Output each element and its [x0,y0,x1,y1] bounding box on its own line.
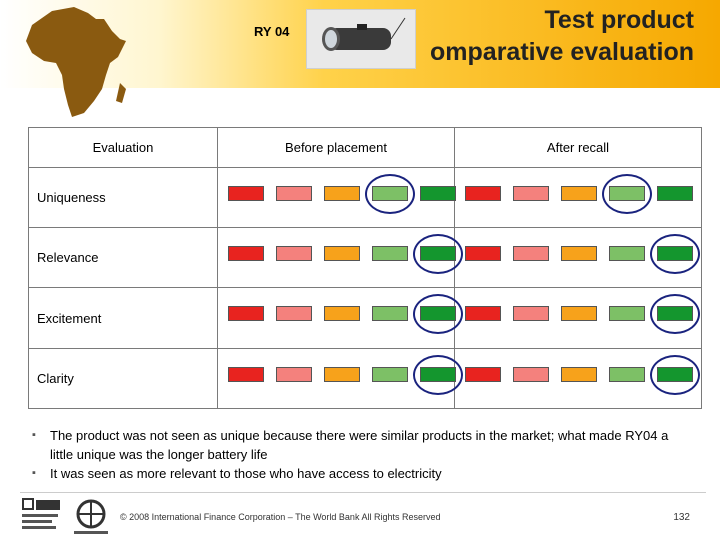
row-label-clarity: Clarity [28,347,218,410]
rating-swatch-light-green [372,246,408,262]
rating-swatch-pink [276,185,312,201]
rating-swatch-red [228,246,264,262]
selected-rating-circle [365,173,415,214]
table-row: Clarity [28,347,702,410]
rating-swatch-light-green [609,306,645,322]
rating-swatch-orange [324,185,360,201]
rating-swatch-red [465,366,501,382]
rating-swatch-light-green [609,246,645,262]
footer-divider [20,492,706,493]
table-row: Uniqueness [28,166,702,229]
rating-swatch-orange [561,185,597,201]
rating-swatch-orange [324,306,360,322]
selected-rating-circle [650,354,700,395]
evaluation-table: Evaluation Before placement After recall… [28,127,702,410]
rating-swatch-dark-green [657,185,693,201]
copyright-text: © 2008 International Finance Corporation… [120,512,441,522]
row-label-excitement: Excitement [28,287,218,349]
rating-swatch-dark-green [420,185,456,201]
page-number: 132 [673,512,690,523]
column-header-after: After recall [454,127,702,168]
slide-title-line1: Test product [544,6,694,34]
rating-swatch-red [228,366,264,382]
flashlight-photo [306,9,416,69]
rating-swatch-orange [324,366,360,382]
rating-swatch-pink [513,185,549,201]
selected-rating-circle [413,234,463,275]
rating-swatch-pink [513,306,549,322]
rating-swatch-light-green [372,306,408,322]
rating-swatch-red [228,185,264,201]
slide-title-line2: omparative evaluation [430,38,694,66]
before-scale [217,287,463,349]
finding-bullet: It was seen as more relevant to those wh… [30,464,690,483]
rating-swatch-orange [324,246,360,262]
table-row: Relevance [28,227,702,289]
africa-map-icon [26,7,126,117]
table-header-row: Evaluation Before placement After recall [28,127,702,168]
rating-swatch-red [465,306,501,322]
before-scale [217,347,463,410]
table-row: Excitement [28,287,702,349]
rating-swatch-orange [561,306,597,322]
selected-rating-circle [650,294,700,335]
product-code: RY 04 [254,24,290,39]
rating-swatch-light-green [609,366,645,382]
rating-swatch-pink [513,366,549,382]
rating-swatch-orange [561,246,597,262]
world-bank-logo [74,499,108,534]
findings-list: The product was not seen as unique becau… [30,426,690,483]
column-header-before: Before placement [217,127,455,168]
after-scale [454,347,702,410]
after-scale [454,166,702,229]
rating-swatch-orange [561,366,597,382]
rating-swatch-pink [276,306,312,322]
row-label-relevance: Relevance [28,227,218,289]
rating-swatch-pink [276,366,312,382]
after-scale [454,227,702,289]
rating-swatch-pink [276,246,312,262]
rating-swatch-red [465,185,501,201]
row-label-uniqueness: Uniqueness [28,166,218,229]
rating-swatch-pink [513,246,549,262]
before-scale [217,166,456,229]
rating-swatch-red [465,246,501,262]
selected-rating-circle [413,294,463,335]
selected-rating-circle [413,354,463,395]
before-scale [217,227,463,289]
selected-rating-circle [650,234,700,275]
rating-swatch-red [228,306,264,322]
finding-bullet: The product was not seen as unique becau… [30,426,690,464]
after-scale [454,287,702,349]
ifc-logo [22,498,60,529]
selected-rating-circle [602,173,652,214]
column-header-evaluation: Evaluation [28,127,218,168]
rating-swatch-light-green [372,366,408,382]
